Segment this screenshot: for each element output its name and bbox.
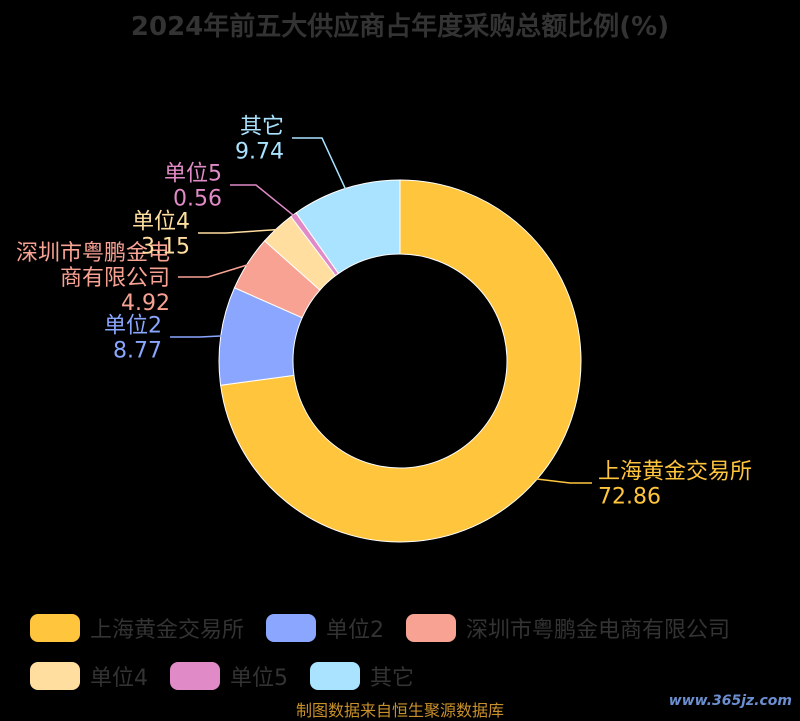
slice-label: 上海黄金交易所 72.86 bbox=[598, 460, 752, 510]
slice-label: 单位5 0.56 bbox=[164, 162, 222, 212]
slice-label-line: 单位2 bbox=[104, 314, 162, 339]
pie-slice[interactable] bbox=[295, 179, 401, 275]
slice-label: 单位2 8.77 bbox=[104, 314, 162, 364]
slice-label-line: 商有限公司 bbox=[60, 266, 170, 291]
legend-label: 上海黄金交易所 bbox=[90, 618, 245, 643]
slice-label-line: 上海黄金交易所 bbox=[598, 460, 752, 485]
legend-item-单位2[interactable]: 单位2 bbox=[266, 612, 384, 644]
legend-swatch bbox=[30, 614, 80, 642]
slice-label-line: 8.77 bbox=[113, 339, 162, 364]
slice-label: 其它 9.74 bbox=[235, 115, 284, 165]
slice-label-line: 单位5 bbox=[164, 162, 222, 187]
legend-label: 其它 bbox=[370, 666, 415, 691]
legend-swatch bbox=[30, 662, 80, 690]
legend-label: 深圳市粤鹏金电商有限公司 bbox=[466, 618, 731, 643]
pie-slice[interactable] bbox=[220, 179, 582, 543]
leader-line bbox=[230, 184, 296, 217]
chart-title: 2024年前五大供应商占年度采购总额比例(%) bbox=[130, 12, 670, 42]
legend-label: 单位2 bbox=[326, 618, 385, 643]
slice-label-line: 4.92 bbox=[121, 291, 170, 316]
slice-label-line: 深圳市粤鹏金电 bbox=[16, 241, 170, 266]
source-note: 制图数据来自恒生聚源数据库 bbox=[295, 701, 504, 720]
legend-swatch bbox=[266, 614, 317, 642]
leader-line bbox=[534, 478, 592, 484]
slice-label-line: 72.86 bbox=[598, 485, 661, 510]
legend-row-2: 单位4 单位5 其它 bbox=[30, 660, 436, 692]
legend-item-其它[interactable]: 其它 bbox=[310, 660, 414, 692]
leader-line bbox=[178, 263, 250, 278]
legend-item-深圳市粤鹏金电商有限公司[interactable]: 深圳市粤鹏金电商有限公司 bbox=[406, 612, 730, 644]
legend-swatch bbox=[310, 662, 360, 690]
legend-item-单位5[interactable]: 单位5 bbox=[170, 660, 288, 692]
legend-label: 单位5 bbox=[230, 666, 288, 691]
leader-line bbox=[170, 335, 223, 338]
leader-line bbox=[292, 137, 347, 191]
slice-label: 深圳市粤鹏金电商有限公司 4.92 bbox=[16, 241, 170, 316]
leader-line bbox=[198, 228, 279, 234]
slice-label-line: 其它 bbox=[240, 115, 284, 140]
legend-item-单位4[interactable]: 单位4 bbox=[30, 660, 148, 692]
slice-label-line: 单位4 bbox=[132, 210, 190, 235]
legend-swatch bbox=[406, 614, 457, 642]
legend-item-上海黄金交易所[interactable]: 上海黄金交易所 bbox=[30, 612, 244, 644]
legend-row-1: 上海黄金交易所 单位2 深圳市粤鹏金电商有限公司 bbox=[30, 612, 752, 644]
slice-label-line: 0.56 bbox=[173, 187, 222, 212]
slice-label-line: 3.15 bbox=[141, 235, 190, 260]
slice-label-line: 9.74 bbox=[235, 140, 284, 165]
watermark: www.365jz.com bbox=[668, 693, 792, 709]
legend-swatch bbox=[170, 662, 220, 690]
slice-label: 单位4 3.15 bbox=[132, 210, 190, 260]
legend-label: 单位4 bbox=[90, 666, 148, 691]
